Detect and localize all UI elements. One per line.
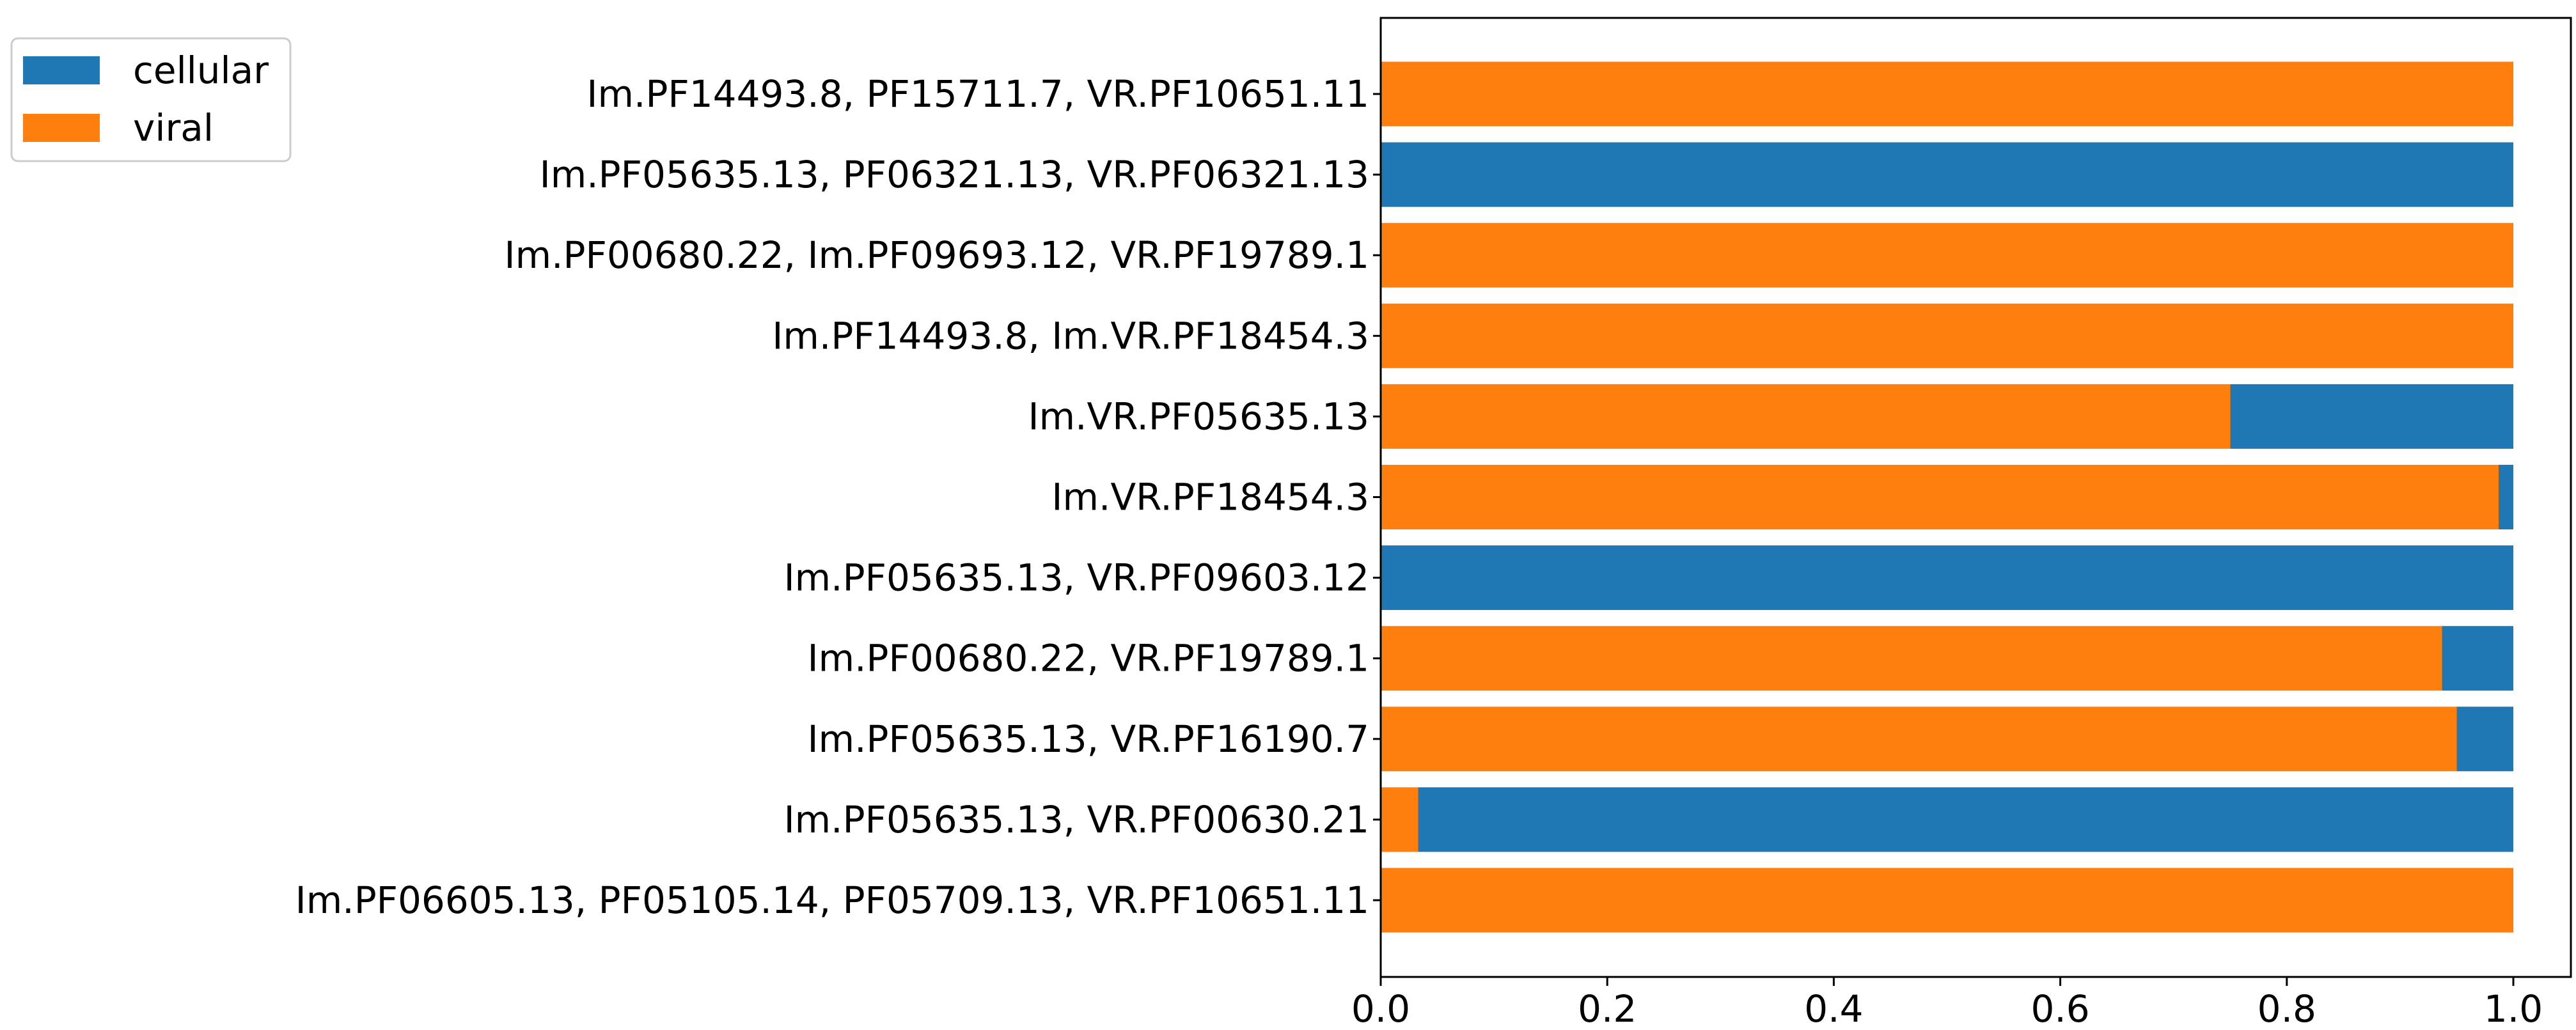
legend-swatch-viral	[23, 114, 100, 142]
y-tick-label: Im.PF05635.13, PF06321.13, VR.PF06321.13	[540, 153, 1369, 196]
x-tick-label: 1.0	[2484, 987, 2543, 1030]
bar-cellular	[2456, 706, 2513, 772]
bar-viral	[1381, 384, 2231, 449]
y-tick-label: Im.PF00680.22, VR.PF19789.1	[807, 637, 1369, 680]
y-tick-label: Im.PF00680.22, Im.PF09693.12, VR.PF19789…	[504, 233, 1369, 277]
bar-cellular	[2498, 465, 2513, 529]
y-tick-label: Im.PF05635.13, VR.PF16190.7	[807, 717, 1369, 761]
x-tick-label: 0.4	[1804, 987, 1863, 1030]
bar-viral	[1381, 465, 2499, 529]
y-tick-label: Im.PF14493.8, PF15711.7, VR.PF10651.11	[586, 72, 1369, 116]
x-tick-label: 0.6	[2030, 987, 2089, 1030]
bar-viral	[1381, 868, 2513, 933]
bar-viral	[1381, 706, 2457, 772]
bar-viral	[1381, 787, 1418, 852]
x-tick-label: 0.0	[1351, 987, 1410, 1030]
legend-label-viral: viral	[133, 106, 214, 150]
bar-cellular	[1418, 787, 2513, 852]
bar-viral	[1381, 222, 2513, 288]
legend: cellular viral	[10, 37, 292, 162]
bar-cellular	[2442, 626, 2513, 691]
plot-frame	[1379, 17, 2572, 978]
y-tick-label: Im.VR.PF18454.3	[1051, 476, 1369, 519]
bar-viral	[1381, 626, 2442, 691]
legend-label-cellular: cellular	[133, 49, 269, 92]
bars-group	[1381, 61, 2513, 933]
y-tick-label: Im.PF05635.13, VR.PF09603.12	[784, 556, 1369, 600]
bar-cellular	[1381, 545, 2513, 611]
x-tick-label: 0.8	[2258, 987, 2316, 1030]
bar-viral	[1381, 61, 2513, 127]
y-tick-label: Im.PF05635.13, VR.PF00630.21	[784, 798, 1369, 841]
y-tick-label: Im.PF06605.13, PF05105.14, PF05709.13, V…	[295, 878, 1369, 922]
legend-swatch-cellular	[23, 56, 100, 84]
x-tick-label: 0.2	[1578, 987, 1637, 1030]
bar-viral	[1381, 303, 2513, 368]
bar-cellular	[1381, 142, 2513, 207]
bar-cellular	[2230, 384, 2513, 449]
y-tick-label: Im.VR.PF05635.13	[1028, 394, 1369, 438]
y-tick-label: Im.PF14493.8, Im.VR.PF18454.3	[772, 314, 1369, 357]
